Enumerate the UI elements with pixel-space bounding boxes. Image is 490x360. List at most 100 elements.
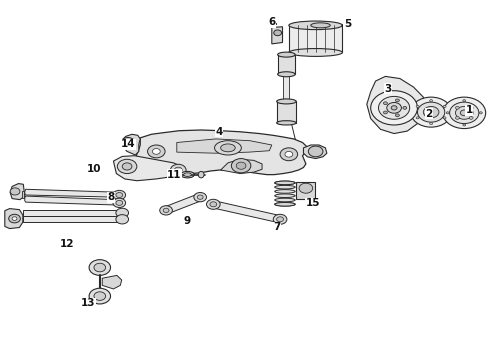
Polygon shape [5,208,23,229]
Bar [284,74,289,102]
Text: 8: 8 [107,192,115,202]
Polygon shape [23,210,122,216]
Circle shape [94,263,106,272]
Circle shape [371,91,417,125]
Ellipse shape [275,198,295,202]
Circle shape [116,215,128,224]
Circle shape [395,99,399,102]
Circle shape [460,110,468,116]
Circle shape [430,100,433,102]
Circle shape [113,190,125,200]
Polygon shape [272,27,283,44]
Ellipse shape [198,171,204,178]
Circle shape [455,106,459,109]
Circle shape [384,102,388,105]
Text: 12: 12 [60,239,74,249]
Polygon shape [10,184,25,200]
Ellipse shape [275,190,295,193]
Circle shape [417,102,445,122]
Ellipse shape [170,171,176,178]
Polygon shape [23,216,122,222]
Ellipse shape [289,49,343,57]
Circle shape [113,198,125,207]
Polygon shape [25,196,123,205]
Ellipse shape [275,203,295,206]
Circle shape [231,158,251,173]
Circle shape [391,106,397,110]
Polygon shape [102,275,122,289]
Ellipse shape [277,121,296,125]
Polygon shape [164,194,202,213]
Circle shape [416,105,419,108]
Bar [278,55,295,74]
Polygon shape [114,156,183,181]
Circle shape [403,107,407,109]
Circle shape [469,117,473,119]
Circle shape [9,214,21,223]
Circle shape [12,217,17,220]
Polygon shape [303,145,327,158]
Circle shape [308,146,323,157]
Polygon shape [135,130,307,175]
Circle shape [160,206,172,215]
Text: 4: 4 [216,127,223,137]
Circle shape [116,208,128,217]
Text: 3: 3 [384,84,392,94]
Polygon shape [220,159,262,174]
Circle shape [171,164,186,176]
Polygon shape [367,76,425,134]
Text: 9: 9 [184,216,191,226]
Circle shape [446,112,449,114]
Text: 6: 6 [268,17,275,27]
Circle shape [89,288,111,304]
Text: 15: 15 [306,198,320,208]
Text: 10: 10 [87,164,101,174]
Ellipse shape [277,99,296,104]
Bar [22,191,25,198]
Polygon shape [212,201,282,223]
Circle shape [411,97,452,127]
Ellipse shape [220,144,235,152]
Circle shape [430,122,433,125]
Polygon shape [177,139,272,153]
Circle shape [469,106,473,109]
Text: 11: 11 [167,170,182,180]
Circle shape [210,202,217,207]
Text: 5: 5 [343,18,351,28]
Circle shape [384,111,388,114]
Circle shape [463,100,466,102]
Ellipse shape [275,181,295,185]
Circle shape [152,149,160,154]
Polygon shape [25,189,123,197]
Text: 2: 2 [425,109,433,119]
Circle shape [463,124,466,126]
Circle shape [443,117,446,119]
Circle shape [121,138,135,148]
Ellipse shape [184,173,192,176]
Circle shape [443,105,446,108]
Circle shape [94,292,106,300]
Circle shape [206,199,220,209]
Circle shape [273,214,287,224]
Text: 1: 1 [466,105,473,115]
Ellipse shape [215,141,242,155]
Circle shape [236,162,246,169]
Bar [296,182,315,199]
Ellipse shape [275,194,295,198]
Ellipse shape [275,185,295,189]
Circle shape [479,112,482,114]
Ellipse shape [275,181,295,185]
Circle shape [443,97,486,129]
Ellipse shape [278,52,295,57]
Circle shape [387,103,401,113]
Circle shape [10,188,20,195]
Circle shape [450,102,479,123]
Ellipse shape [181,171,195,178]
Text: 7: 7 [273,222,280,232]
Circle shape [299,183,313,193]
Ellipse shape [289,21,343,30]
Text: 14: 14 [121,139,135,149]
Circle shape [395,114,399,117]
Text: 13: 13 [81,298,96,308]
Circle shape [277,217,284,222]
